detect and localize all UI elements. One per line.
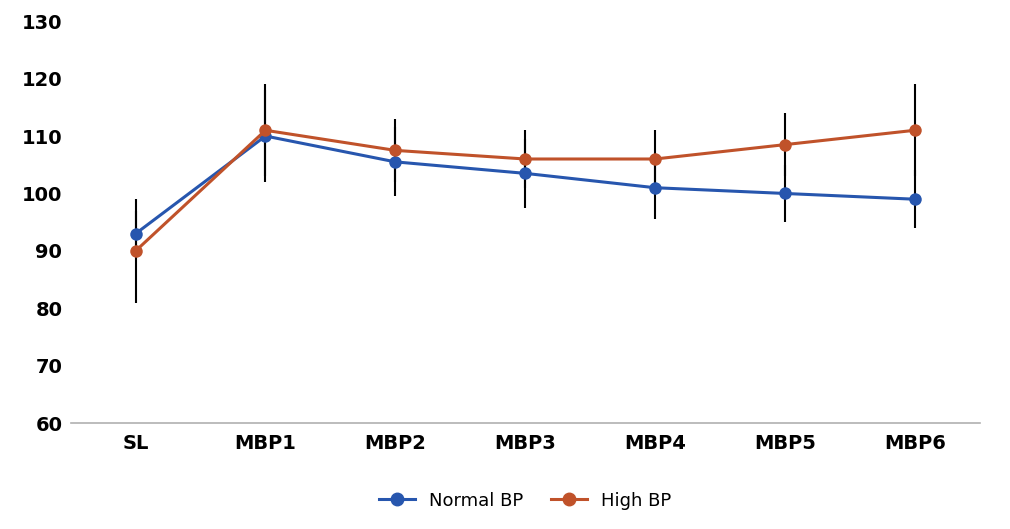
Legend: Normal BP, High BP: Normal BP, High BP xyxy=(372,485,679,517)
